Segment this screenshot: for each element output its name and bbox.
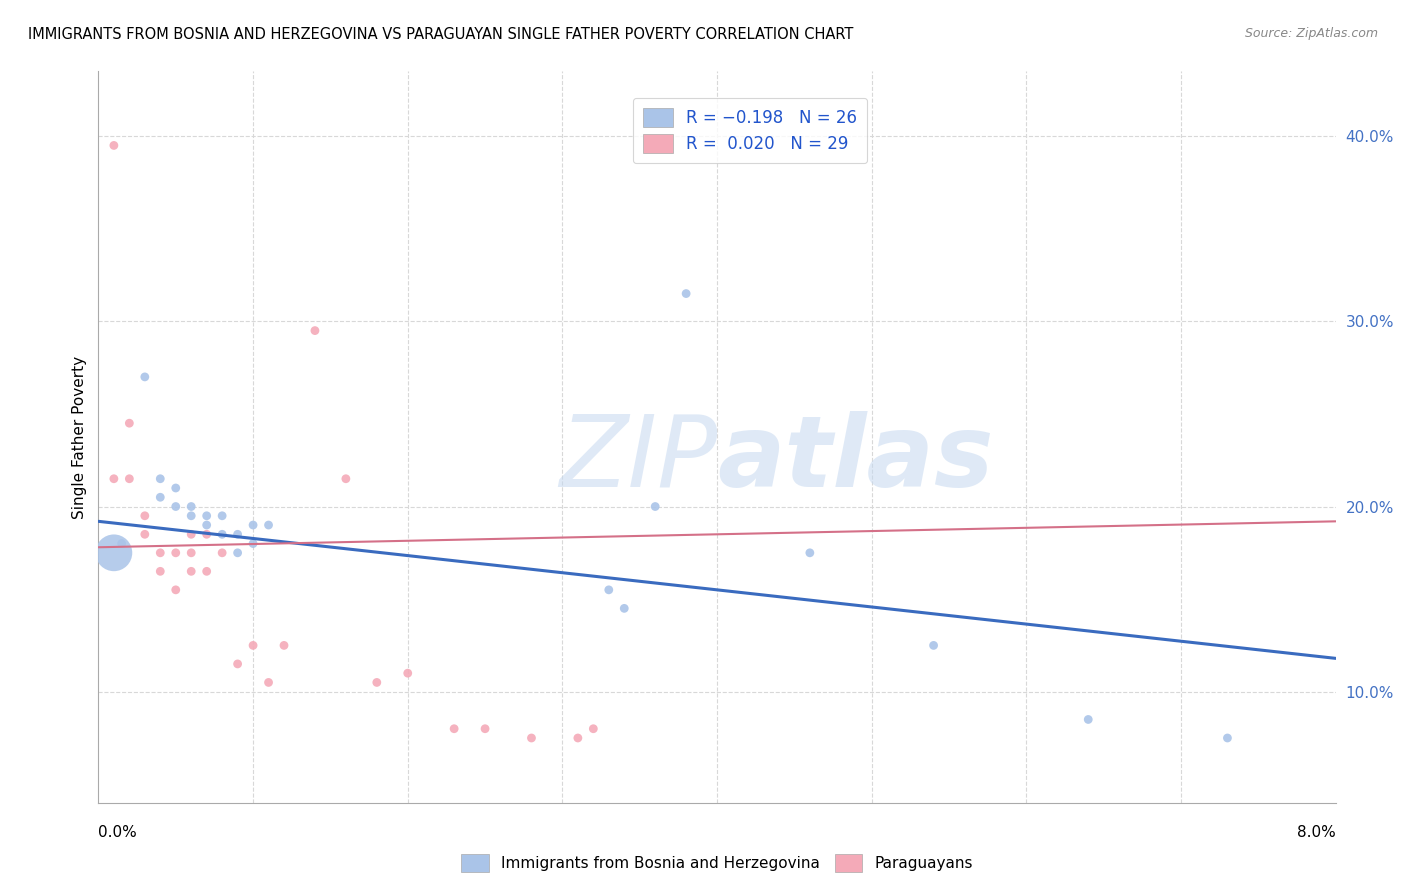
Point bbox=[165, 481, 187, 495]
Point bbox=[273, 639, 295, 653]
Point bbox=[226, 527, 249, 541]
Point bbox=[304, 324, 326, 338]
Point bbox=[644, 500, 666, 514]
Text: IMMIGRANTS FROM BOSNIA AND HERZEGOVINA VS PARAGUAYAN SINGLE FATHER POVERTY CORRE: IMMIGRANTS FROM BOSNIA AND HERZEGOVINA V… bbox=[28, 27, 853, 42]
Point bbox=[103, 472, 125, 486]
Point bbox=[242, 639, 264, 653]
Point bbox=[675, 286, 697, 301]
Point bbox=[118, 472, 141, 486]
Point bbox=[195, 527, 218, 541]
Point bbox=[211, 508, 233, 523]
Point bbox=[165, 500, 187, 514]
Point bbox=[922, 639, 945, 653]
Point bbox=[103, 138, 125, 153]
Point bbox=[111, 536, 134, 550]
Point bbox=[103, 546, 125, 560]
Point bbox=[134, 370, 156, 384]
Point bbox=[180, 546, 202, 560]
Point bbox=[149, 472, 172, 486]
Point bbox=[242, 536, 264, 550]
Point bbox=[180, 527, 202, 541]
Point bbox=[211, 527, 233, 541]
Point bbox=[582, 722, 605, 736]
Point bbox=[165, 546, 187, 560]
Y-axis label: Single Father Poverty: Single Father Poverty bbox=[72, 356, 87, 518]
Point bbox=[149, 490, 172, 504]
Point bbox=[180, 565, 202, 579]
Text: atlas: atlas bbox=[717, 410, 994, 508]
Point bbox=[226, 657, 249, 671]
Point bbox=[567, 731, 589, 745]
Point bbox=[134, 508, 156, 523]
Text: 0.0%: 0.0% bbox=[98, 825, 138, 840]
Text: Source: ZipAtlas.com: Source: ZipAtlas.com bbox=[1244, 27, 1378, 40]
Point bbox=[165, 582, 187, 597]
Point bbox=[520, 731, 543, 745]
Point bbox=[396, 666, 419, 681]
Point bbox=[598, 582, 620, 597]
Point bbox=[613, 601, 636, 615]
Point bbox=[149, 546, 172, 560]
Point bbox=[242, 518, 264, 533]
Point bbox=[443, 722, 465, 736]
Point bbox=[118, 416, 141, 430]
Point bbox=[226, 546, 249, 560]
Point bbox=[474, 722, 496, 736]
Point bbox=[257, 675, 280, 690]
Text: ZIP: ZIP bbox=[558, 410, 717, 508]
Point bbox=[1216, 731, 1239, 745]
Point bbox=[335, 472, 357, 486]
Point bbox=[134, 527, 156, 541]
Point bbox=[180, 500, 202, 514]
Point bbox=[149, 565, 172, 579]
Point bbox=[799, 546, 821, 560]
Point bbox=[180, 508, 202, 523]
Point bbox=[366, 675, 388, 690]
Point bbox=[1077, 713, 1099, 727]
Point bbox=[195, 518, 218, 533]
Point bbox=[195, 565, 218, 579]
Legend: Immigrants from Bosnia and Herzegovina, Paraguayans: Immigrants from Bosnia and Herzegovina, … bbox=[453, 847, 981, 880]
Text: 8.0%: 8.0% bbox=[1296, 825, 1336, 840]
Point bbox=[211, 546, 233, 560]
Point bbox=[257, 518, 280, 533]
Point bbox=[195, 508, 218, 523]
